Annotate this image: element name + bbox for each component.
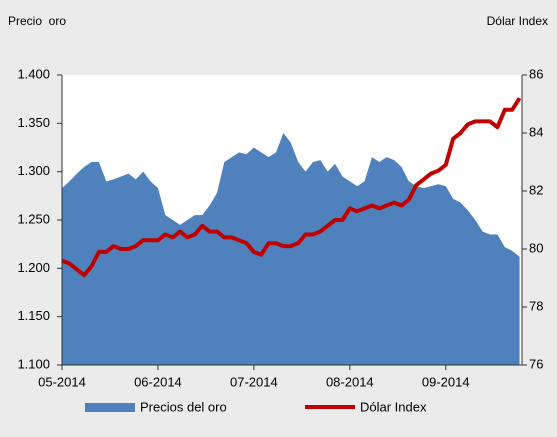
legend-label: Precios del oro [140,399,227,414]
y-tick-label: 1.200 [17,260,50,275]
y2-tick-label: 76 [529,356,543,371]
x-tick-label: 07-2014 [230,374,278,389]
line [61,97,522,278]
y-tick-label: 1.250 [17,211,50,226]
x-tick-label: 06-2014 [134,374,182,389]
y2-tick-label: 78 [529,298,543,313]
y2-tick-label: 86 [529,66,543,81]
area [62,133,520,365]
y-tick-label: 1.350 [17,115,50,130]
y2-tick-label: 82 [529,182,543,197]
y-tick-label: 1.300 [17,163,50,178]
y2-tick-label: 84 [529,124,543,139]
y2-axis-title: Dólar Index [487,14,548,28]
x-tick-label: 08-2014 [326,374,374,389]
legend-label: Dólar Index [360,399,427,414]
x-tick-label: 09-2014 [422,374,470,389]
y-tick-label: 1.400 [17,66,50,81]
y2-tick-label: 80 [529,240,543,255]
x-tick-label: 05-2014 [38,374,86,389]
y-tick-label: 1.150 [17,308,50,323]
y-tick-label: 1.100 [17,356,50,371]
y-axis-title: Precio oro [8,14,66,28]
legend-swatch [85,403,135,412]
